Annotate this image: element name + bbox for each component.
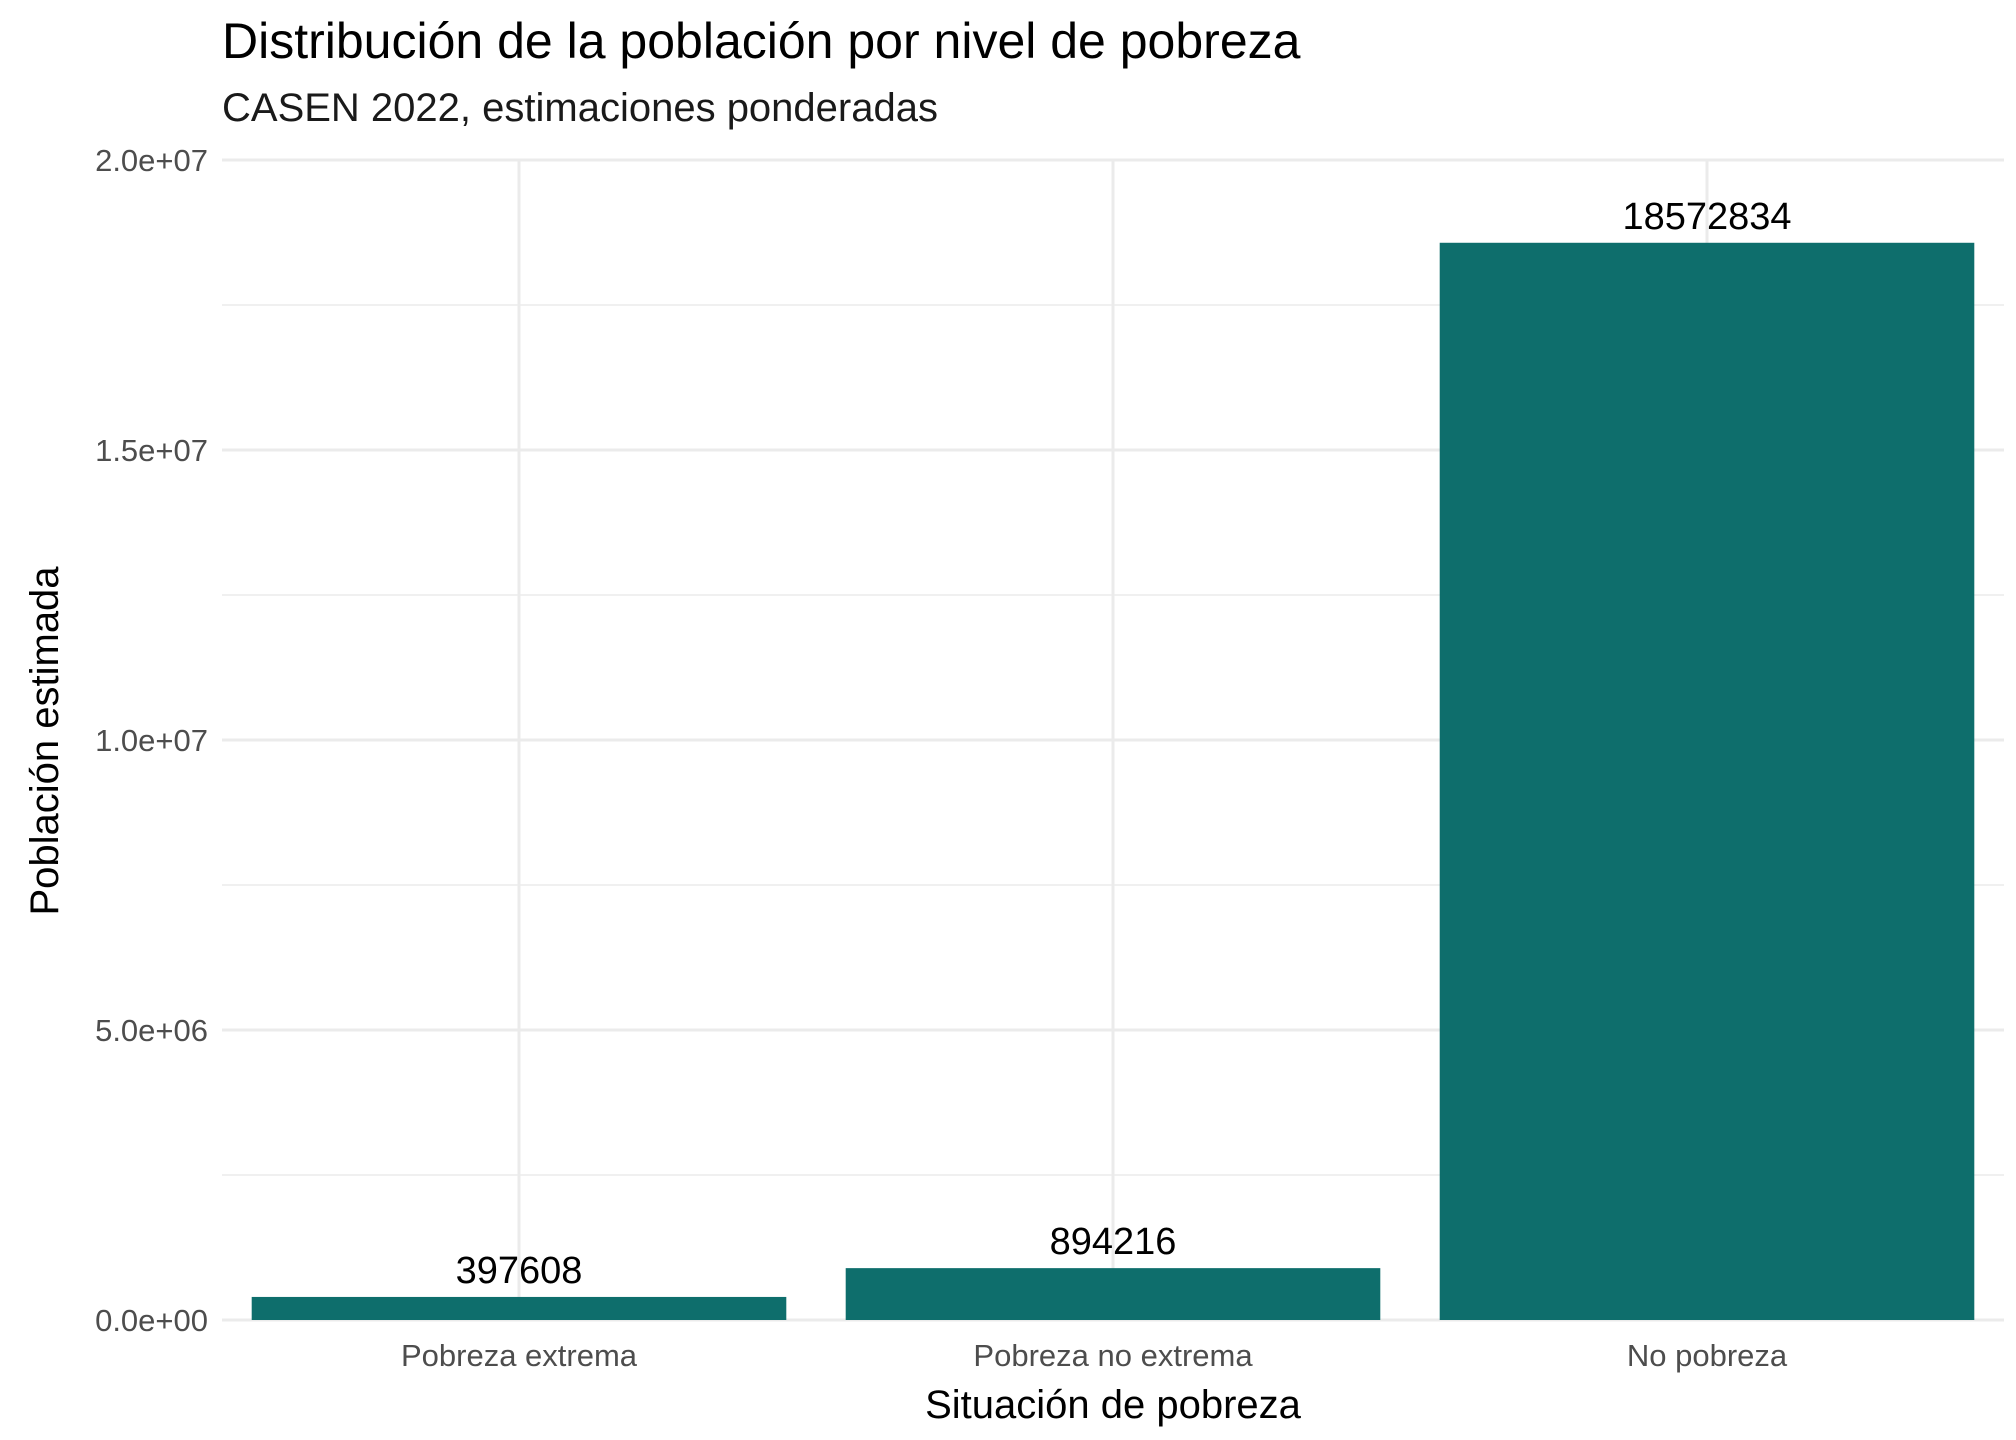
bar [1439, 242, 1975, 1320]
bar [251, 1296, 787, 1320]
data-label: 894216 [1050, 1221, 1177, 1263]
y-tick-label: 2.0e+07 [95, 143, 208, 178]
x-tick-label: Pobreza no extrema [973, 1338, 1253, 1373]
y-tick-label: 5.0e+06 [95, 1013, 208, 1048]
y-tick-label: 0.0e+00 [95, 1303, 208, 1338]
chart-subtitle: CASEN 2022, estimaciones ponderadas [222, 86, 938, 130]
label-layer: 397608 894216 18572834 [456, 196, 1792, 1292]
x-tick-label: Pobreza extrema [401, 1338, 638, 1373]
data-label: 18572834 [1622, 196, 1791, 238]
chart-title: Distribución de la población por nivel d… [222, 13, 1301, 69]
y-tick-label: 1.0e+07 [95, 723, 208, 758]
bar [845, 1268, 1381, 1320]
x-tick-label: No pobreza [1627, 1338, 1788, 1373]
x-axis-title: Situación de pobreza [925, 1383, 1302, 1427]
y-axis-title: Población estimada [23, 566, 67, 916]
data-label: 397608 [456, 1250, 583, 1292]
bar-layer [251, 242, 1975, 1320]
y-tick-label: 1.5e+07 [95, 433, 208, 468]
axis-layer: 0.0e+00 5.0e+06 1.0e+07 1.5e+07 2.0e+07 Pobre… [95, 143, 1788, 1373]
